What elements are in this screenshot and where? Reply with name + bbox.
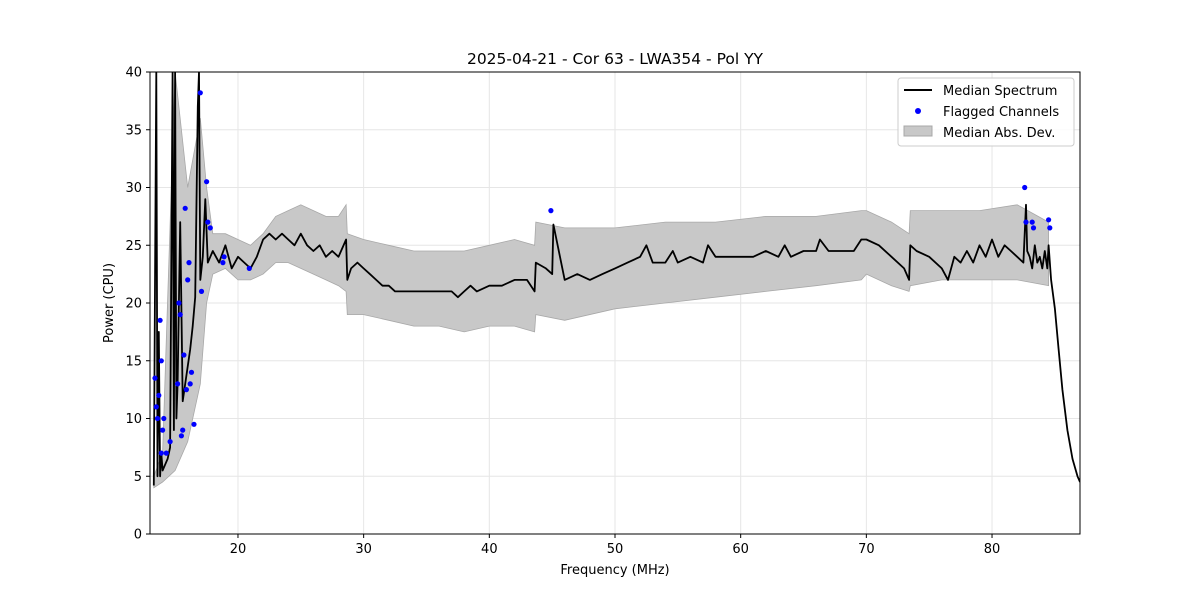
legend-label-flagged: Flagged Channels <box>943 105 1059 120</box>
y-tick-label: 25 <box>125 239 142 254</box>
y-tick-label: 35 <box>125 123 142 138</box>
flagged-channel-point <box>205 219 211 225</box>
mad-band <box>153 72 1049 489</box>
mad-band-layer <box>153 72 1049 489</box>
y-tick-label: 20 <box>125 297 142 312</box>
flagged-channel-point <box>548 208 554 214</box>
x-tick-label: 40 <box>481 542 498 557</box>
y-tick-label: 0 <box>134 528 142 543</box>
flagged-channel-point <box>1022 184 1028 191</box>
y-tick-label: 30 <box>125 181 142 196</box>
flagged-channel-point <box>163 450 169 456</box>
x-tick-label: 70 <box>858 542 875 557</box>
flagged-channel-point <box>185 277 191 283</box>
median-line-layer <box>152 72 1080 486</box>
y-axis: 0 5 10 15 20 25 30 35 40 <box>125 66 150 543</box>
flagged-channel-point <box>177 312 183 318</box>
flagged-channel-point <box>180 427 186 433</box>
flagged-channel-point <box>176 300 182 306</box>
flagged-channel-point <box>153 404 159 410</box>
x-axis: 20 30 40 50 60 70 80 <box>230 534 1001 557</box>
flagged-channel-point <box>175 381 181 387</box>
flagged-channel-point <box>197 90 203 96</box>
flagged-points-layer <box>152 90 1053 456</box>
flagged-channel-point <box>158 358 164 364</box>
flagged-channel-point <box>1047 225 1053 231</box>
flagged-channel-point <box>152 375 158 381</box>
flagged-channel-point <box>186 260 192 266</box>
flagged-channel-point <box>220 260 226 266</box>
flagged-channel-point <box>167 439 173 445</box>
flagged-channel-point <box>178 433 184 439</box>
flagged-channel-point <box>1030 225 1037 231</box>
x-axis-label: Frequency (MHz) <box>560 563 669 578</box>
x-tick-label: 50 <box>607 542 624 557</box>
flagged-channel-point <box>188 369 195 375</box>
flagged-channel-point <box>204 179 210 185</box>
x-tick-label: 80 <box>984 542 1001 557</box>
legend-point-swatch <box>915 108 921 114</box>
flagged-channel-point <box>246 265 252 271</box>
y-tick-label: 40 <box>125 66 142 81</box>
flagged-channel-point <box>158 450 164 456</box>
y-tick-label: 10 <box>125 412 142 427</box>
flagged-channel-point <box>187 381 193 387</box>
flagged-channel-point <box>182 205 188 211</box>
flagged-channel-point <box>156 392 162 398</box>
flagged-channel-point <box>221 254 227 260</box>
flagged-channel-point <box>1046 217 1052 223</box>
flagged-channel-point <box>191 421 197 427</box>
median-spectrum-line <box>152 72 1080 486</box>
flagged-channel-point <box>157 317 163 323</box>
flagged-channel-point <box>207 225 213 231</box>
chart-title: 2025-04-21 - Cor 63 - LWA354 - Pol YY <box>467 50 764 68</box>
x-tick-label: 60 <box>732 542 749 557</box>
legend-band-swatch <box>903 125 933 137</box>
legend-label-mad: Median Abs. Dev. <box>943 126 1055 141</box>
legend: Median Spectrum Flagged Channels Median … <box>897 77 1075 147</box>
y-axis-label: Power (CPU) <box>102 263 117 343</box>
x-tick-label: 30 <box>355 542 372 557</box>
legend-label-median: Median Spectrum <box>943 84 1057 99</box>
flagged-channel-point <box>198 288 205 294</box>
flagged-channel-point <box>1023 219 1029 225</box>
y-tick-label: 15 <box>125 354 142 369</box>
x-tick-label: 20 <box>230 542 247 557</box>
flagged-channel-point <box>183 387 189 393</box>
flagged-channel-point <box>181 352 187 358</box>
flagged-channel-point <box>1029 219 1035 225</box>
flagged-channel-point <box>160 427 166 433</box>
y-tick-label: 5 <box>134 470 142 485</box>
flagged-channel-point <box>154 415 161 422</box>
legend-box <box>897 77 1075 147</box>
flagged-channel-point <box>161 415 167 422</box>
